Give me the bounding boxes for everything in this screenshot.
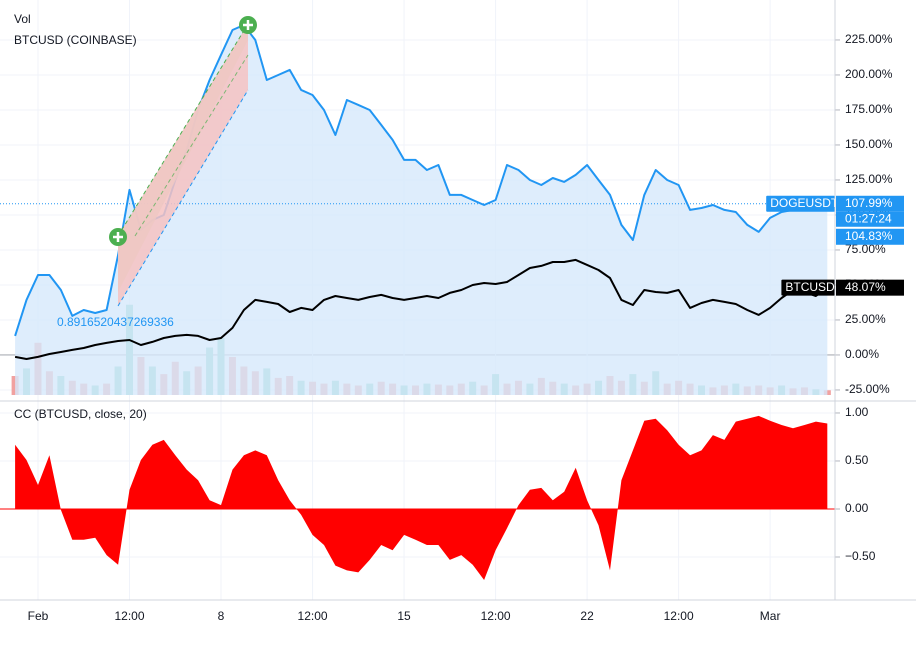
drawing-price-label: 104.83% [845, 229, 893, 243]
legend-label: Vol [14, 12, 31, 26]
y-tick-label: 175.00% [845, 102, 893, 116]
y-tick-label: 0.00% [845, 347, 879, 361]
drawing-handle-icon [113, 232, 123, 242]
price-badge [836, 279, 904, 296]
cc-area [15, 415, 828, 580]
drawing-label: 0.8916520437269336 [57, 315, 174, 329]
y-tick-label: 150.00% [845, 137, 893, 151]
y-tick-label: 125.00% [845, 172, 893, 186]
channel-line [134, 54, 249, 237]
x-tick-label: 12:00 [481, 609, 511, 623]
main-layer [0, 24, 835, 580]
y-tick-label: 25.00% [845, 312, 886, 326]
x-tick-label: 12:00 [664, 609, 694, 623]
x-tick-label: Mar [760, 609, 781, 623]
series-badge [781, 279, 835, 296]
drawing-handle-icon [243, 20, 253, 30]
price-badge-label: 107.99% [845, 196, 893, 210]
legend-label: BTCUSD (COINBASE) [14, 33, 137, 47]
y-tick-label: 0.00 [845, 501, 869, 515]
x-tick-label: 8 [218, 609, 225, 623]
indicator-title: CC (BTCUSD, close, 20) [14, 407, 147, 421]
series-line [14, 258, 828, 360]
y-tick-label: −0.50 [845, 549, 876, 563]
series-badge [766, 195, 835, 212]
x-tick-label: 15 [397, 609, 411, 623]
series-badge-label: DOGEUSDT [770, 196, 839, 210]
countdown-label: 01:27:24 [845, 211, 892, 225]
price-badge [836, 195, 904, 212]
volume-bar [823, 390, 831, 395]
x-tick-label: 12:00 [298, 609, 328, 623]
x-tick-label: 12:00 [114, 609, 144, 623]
price-badge-label: 48.07% [845, 280, 886, 294]
y-tick-label: 225.00% [845, 32, 893, 46]
y-tick-label: 75.00% [845, 242, 886, 256]
series-badge-label: BTCUSD [785, 280, 835, 294]
y-tick-label: -25.00% [845, 382, 890, 396]
drawing-price-badge [836, 228, 904, 245]
y-tick-label: 0.50 [845, 453, 869, 467]
channel-lower [118, 24, 248, 306]
countdown-badge [836, 211, 904, 227]
y-tick-label: 1.00 [845, 405, 869, 419]
channel-line [117, 89, 249, 307]
top-layer: 225.00%200.00%175.00%150.00%125.00%100.0… [28, 32, 904, 623]
x-tick-label: 22 [580, 609, 594, 623]
x-tick-label: Feb [28, 609, 49, 623]
y-tick-label: 200.00% [845, 67, 893, 81]
